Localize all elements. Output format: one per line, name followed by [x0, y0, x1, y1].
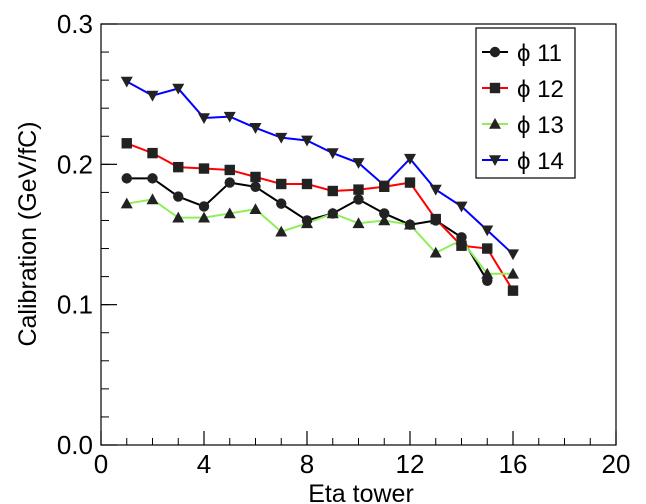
data-point — [301, 178, 313, 190]
data-point — [404, 218, 416, 230]
data-point — [223, 111, 236, 123]
data-point — [482, 243, 493, 254]
data-point — [198, 113, 210, 125]
data-point — [147, 173, 158, 184]
data-point — [223, 207, 236, 219]
data-point — [507, 249, 519, 261]
data-point — [430, 213, 441, 225]
legend-marker — [489, 155, 501, 166]
data-point — [121, 173, 132, 184]
data-point — [507, 285, 519, 296]
series-markers — [120, 76, 519, 296]
x-tick-label: 20 — [602, 449, 631, 479]
legend-label: ϕ 14 — [517, 148, 564, 175]
series-line-4 — [126, 80, 514, 255]
data-point — [301, 217, 313, 229]
x-tick-label: 0 — [94, 449, 108, 479]
y-tick-label: 0.1 — [57, 290, 93, 320]
data-point — [198, 201, 210, 212]
data-point — [172, 211, 185, 223]
data-point — [326, 207, 339, 219]
y-tick-label: 0.2 — [57, 149, 93, 179]
data-point — [224, 177, 235, 188]
data-point — [121, 138, 132, 149]
data-point — [481, 225, 494, 237]
data-point — [378, 214, 391, 226]
y-tick-label: 0.3 — [57, 9, 93, 39]
legend-label: ϕ 13 — [517, 112, 564, 139]
data-point — [507, 267, 519, 279]
data-point — [326, 148, 339, 160]
y-tick-labels: 0.0 0.1 0.2 0.3 — [57, 9, 93, 460]
x-tick-label: 8 — [300, 449, 314, 479]
data-point — [352, 158, 365, 169]
legend-marker — [489, 118, 501, 129]
data-point — [455, 234, 468, 245]
x-tick-label: 16 — [499, 449, 528, 479]
data-point — [275, 225, 288, 237]
legend-label: ϕ 11 — [517, 40, 562, 67]
data-point — [276, 198, 287, 209]
data-point — [224, 164, 235, 176]
data-point — [455, 201, 468, 213]
data-point — [275, 132, 288, 144]
data-point — [250, 171, 261, 183]
series-line-3 — [126, 198, 513, 275]
data-point — [249, 123, 262, 134]
data-point — [378, 180, 391, 192]
data-point — [172, 83, 185, 95]
data-point — [404, 177, 416, 188]
data-point — [429, 184, 442, 196]
data-point — [456, 240, 467, 251]
legend: ϕ 11 ϕ 12 ϕ 13 ϕ 14 — [475, 27, 576, 179]
x-tick-labels: 0 4 8 12 16 20 — [94, 449, 631, 479]
y-tick-label: 0.0 — [57, 430, 93, 460]
data-point — [429, 246, 442, 258]
data-point — [120, 76, 133, 88]
data-point — [353, 184, 364, 195]
y-axis-title: Calibration (GeV/fC) — [14, 121, 42, 346]
data-point — [147, 147, 158, 159]
legend-marker — [489, 82, 501, 94]
x-tick-label: 4 — [197, 449, 211, 479]
data-point — [276, 178, 287, 190]
legend-marker — [489, 46, 501, 58]
legend-label: ϕ 12 — [517, 76, 564, 103]
data-point — [379, 208, 390, 219]
data-point — [327, 185, 338, 197]
data-point — [146, 90, 159, 102]
data-point — [146, 193, 159, 205]
data-point — [352, 217, 365, 229]
series-lines — [126, 80, 514, 292]
x-axis-title: Eta tower — [308, 480, 414, 504]
data-point — [120, 197, 133, 209]
data-point — [481, 267, 494, 279]
data-point — [173, 161, 184, 173]
data-point — [250, 181, 261, 192]
series-line-2 — [126, 142, 514, 292]
x-tick-label: 12 — [396, 449, 425, 479]
data-point — [249, 203, 262, 215]
major-ticks — [100, 23, 617, 446]
legend-entries: ϕ 11 ϕ 12 ϕ 13 ϕ 14 — [482, 40, 564, 175]
data-point — [173, 191, 184, 202]
data-point — [301, 135, 313, 147]
data-point — [198, 163, 210, 174]
data-point — [353, 194, 364, 205]
data-point — [198, 211, 210, 223]
data-point — [404, 153, 416, 165]
